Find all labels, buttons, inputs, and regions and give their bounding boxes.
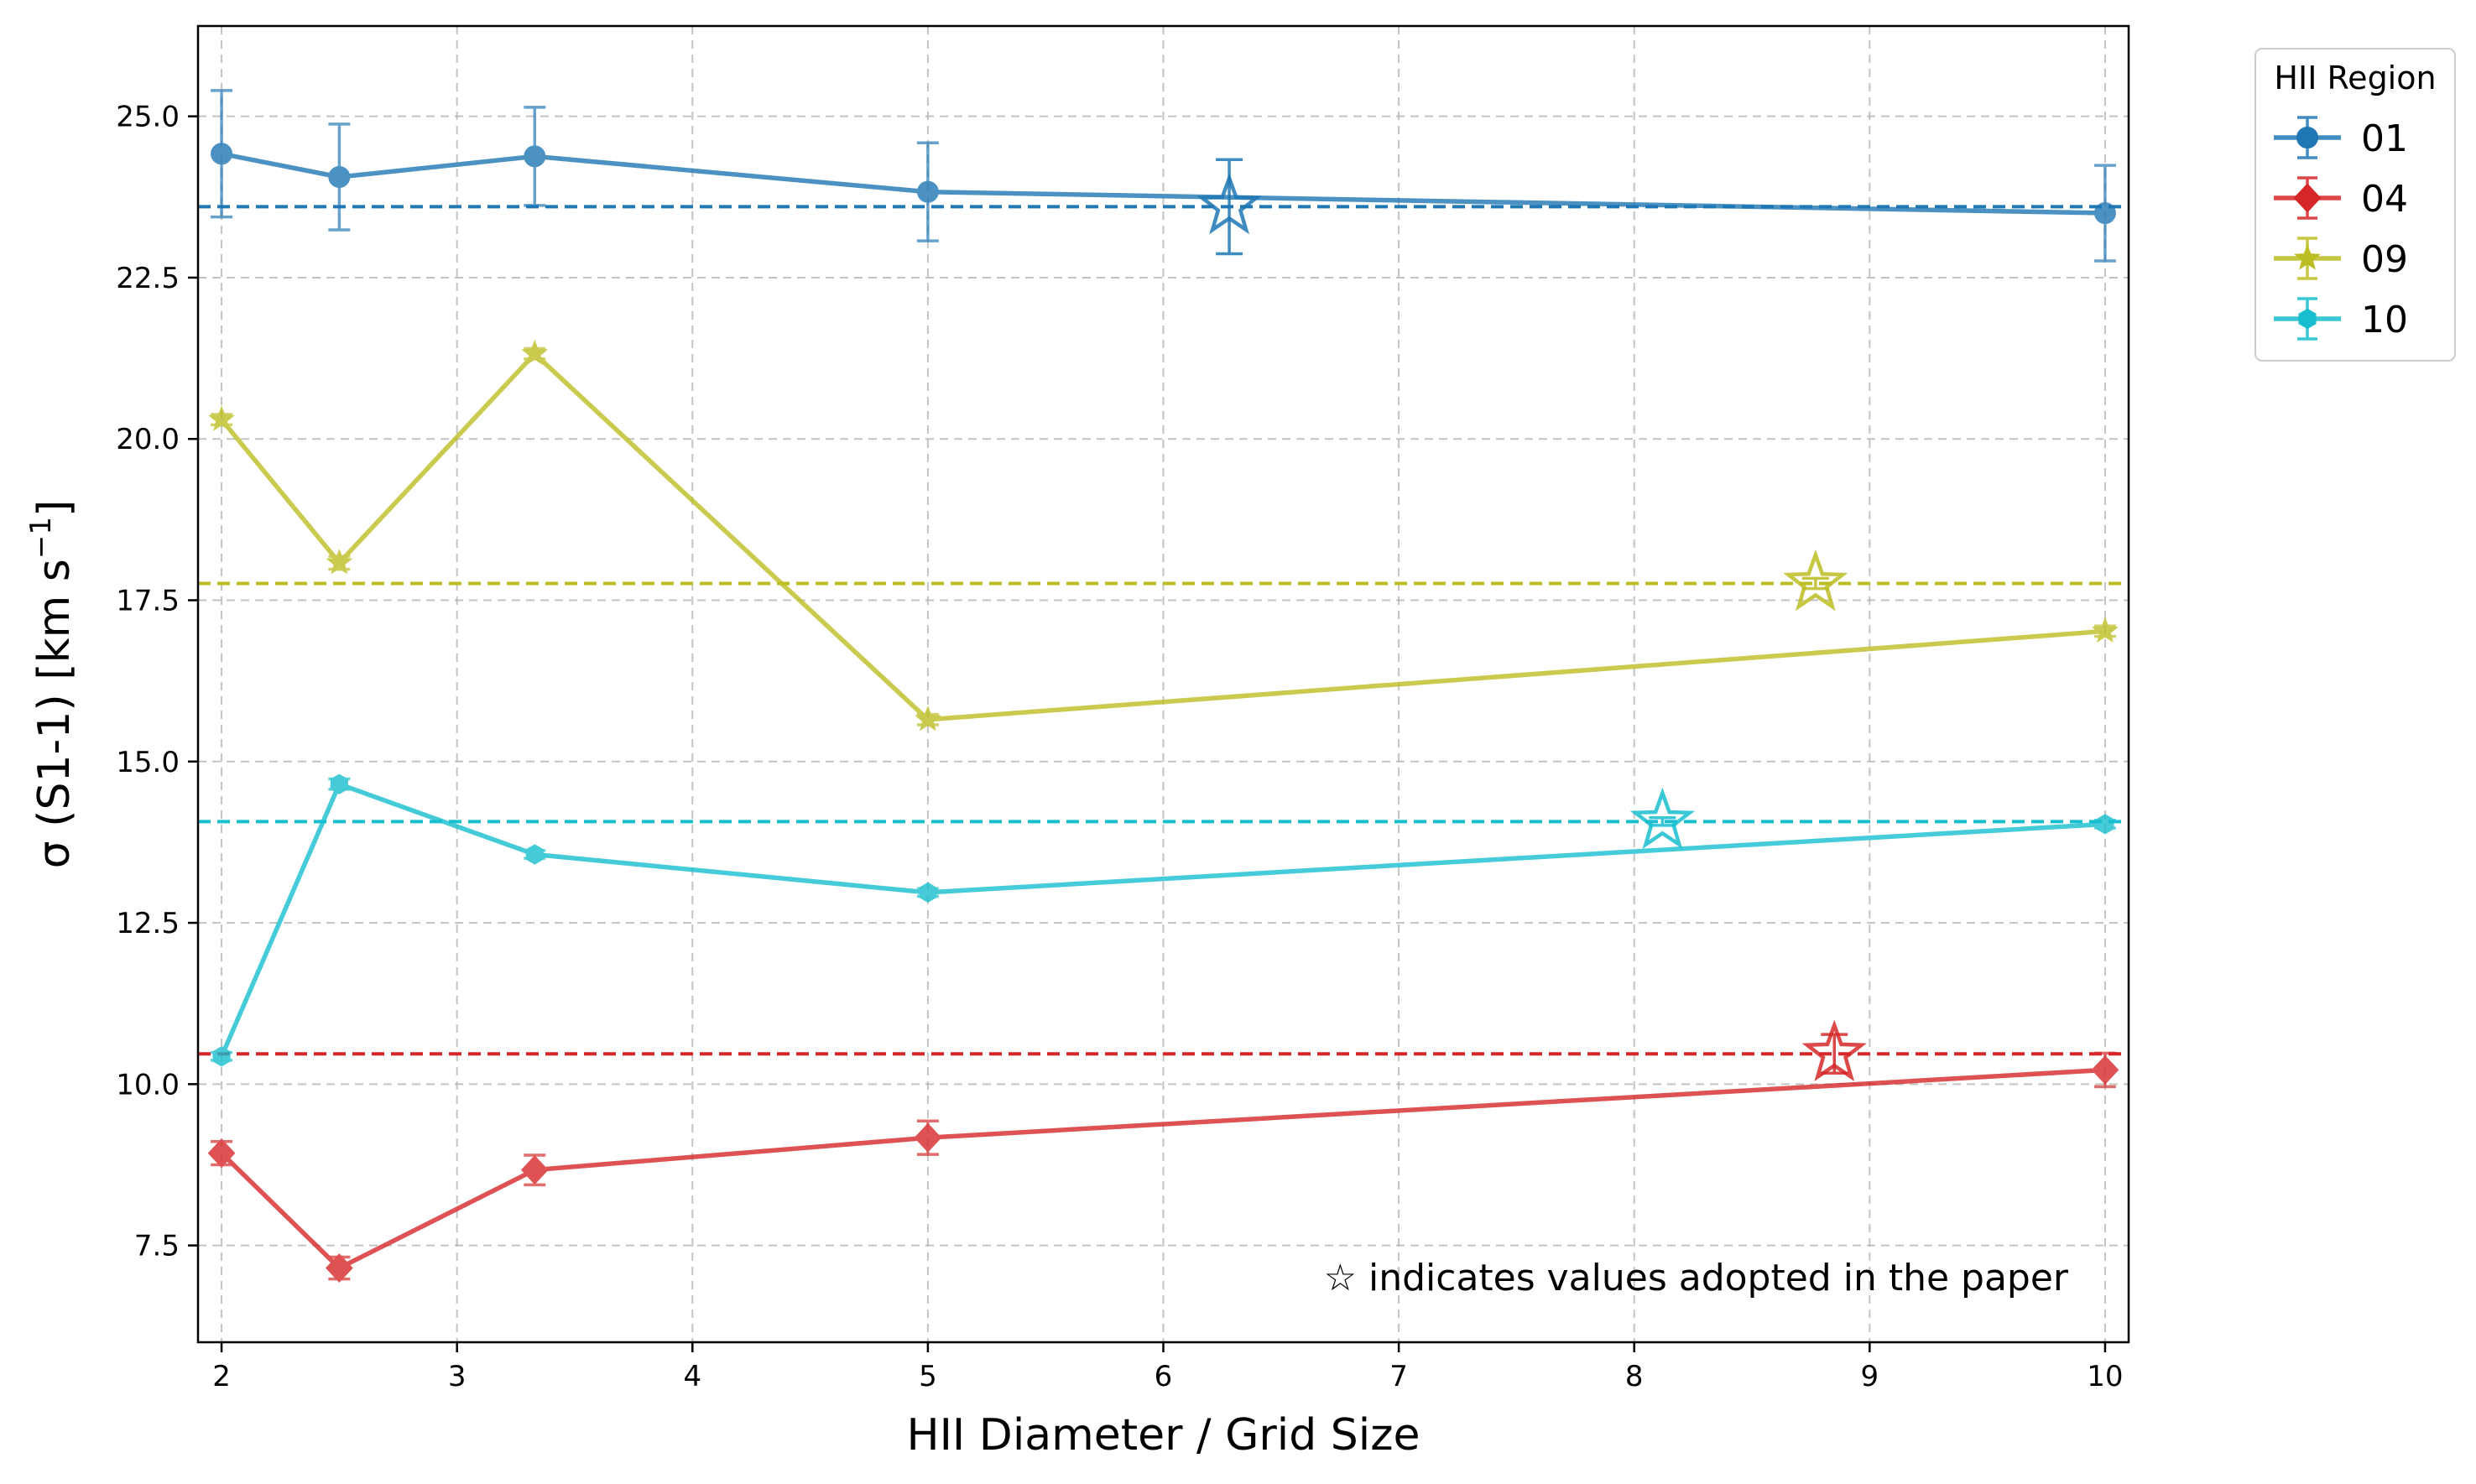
legend-label: 01 [2361,117,2408,160]
data-point-01 [524,145,546,168]
adopted-error-bar-09 [1801,576,1829,591]
data-point-01 [211,143,233,165]
x-tick-label: 7 [1389,1360,1408,1393]
legend-label: 10 [2361,299,2408,341]
y-axis-title-end: ] [29,500,80,517]
legend-frame [2254,48,2456,362]
data-point-09 [2091,617,2119,643]
adopted-star-10 [1629,787,1695,850]
legend-item-10: 10 [2274,297,2408,341]
data-point-01 [2093,202,2116,225]
legend-marker [2296,127,2318,148]
y-tick-label: 17.5 [116,585,180,618]
data-point-01 [328,165,351,188]
adopted-star-01 [1196,172,1262,235]
adopted-star-09 [1783,549,1848,612]
y-tick-label: 20.0 [116,423,180,456]
legend-label: 09 [2361,238,2408,281]
data-point-09 [326,549,353,575]
data-point-01 [916,180,939,203]
data-point-10 [2096,814,2114,835]
y-axis-title: σ (S1-1) [km s−1] [24,500,80,869]
data-point-10 [525,844,544,865]
series-10 [211,773,2116,1067]
x-tick-label: 6 [1155,1360,1173,1393]
data-point-04 [207,1138,236,1169]
y-tick-label: 15.0 [116,746,180,779]
grid [198,26,2129,1342]
legend-items: 01 04 09 10 [2274,116,2408,341]
x-tick-label: 5 [919,1360,937,1393]
x-tick-label: 4 [683,1360,701,1393]
legend-item-09: 09 [2274,237,2408,281]
adopted-values-annotation: ☆ indicates values adopted in the paper [1324,1257,2069,1299]
x-tick-label: 3 [448,1360,467,1393]
x-tick-label: 8 [1625,1360,1644,1393]
data-point-09 [521,339,549,366]
y-axis-ticks: 7.5 10.0 12.5 15.0 17.5 20.0 22.5 25.0 [116,101,198,1263]
x-axis-ticks: 2 3 4 5 6 7 8 9 10 [212,1342,2124,1393]
series-04 [207,1051,2119,1284]
y-tick-label: 12.5 [116,907,180,940]
legend-label: 04 [2361,178,2408,221]
adopted-star-04 [1801,1019,1867,1082]
series-line-09 [219,351,2106,722]
y-tick-label: 25.0 [116,101,180,134]
data-point-09 [208,405,236,431]
series-01 [211,89,2116,263]
legend-marker [2298,308,2317,330]
y-tick-label: 22.5 [116,262,180,295]
data-point-04 [2091,1054,2119,1085]
x-tick-label: 9 [1861,1360,1879,1393]
y-tick-label: 10.0 [116,1068,180,1101]
x-axis-title: HII Diameter / Grid Size [906,1410,1420,1461]
data-point-10 [212,1046,231,1067]
legend[interactable]: HII Region 01 04 09 10 [2254,48,2456,362]
x-tick-label: 2 [212,1360,231,1393]
series-lines [207,89,2119,1284]
legend-item-01: 01 [2274,116,2408,160]
data-point-10 [330,773,348,794]
legend-title: HII Region [2274,60,2436,96]
x-tick-label: 10 [2087,1360,2123,1393]
series-09 [208,339,2119,732]
data-point-04 [914,1122,942,1153]
adopted-error-bar-10 [1649,815,1676,827]
legend-marker [2293,183,2322,213]
y-axis-title-superscript: −1 [24,517,58,559]
legend-marker [2294,244,2321,270]
adopted-markers [1196,158,1867,1082]
y-tick-label: 7.5 [134,1230,180,1263]
legend-item-04: 04 [2274,176,2408,221]
y-axis-title-main: σ (S1-1) [km s [29,559,80,868]
data-point-04 [520,1155,549,1185]
data-point-09 [914,706,941,732]
data-point-04 [325,1253,353,1284]
data-point-10 [919,882,937,903]
